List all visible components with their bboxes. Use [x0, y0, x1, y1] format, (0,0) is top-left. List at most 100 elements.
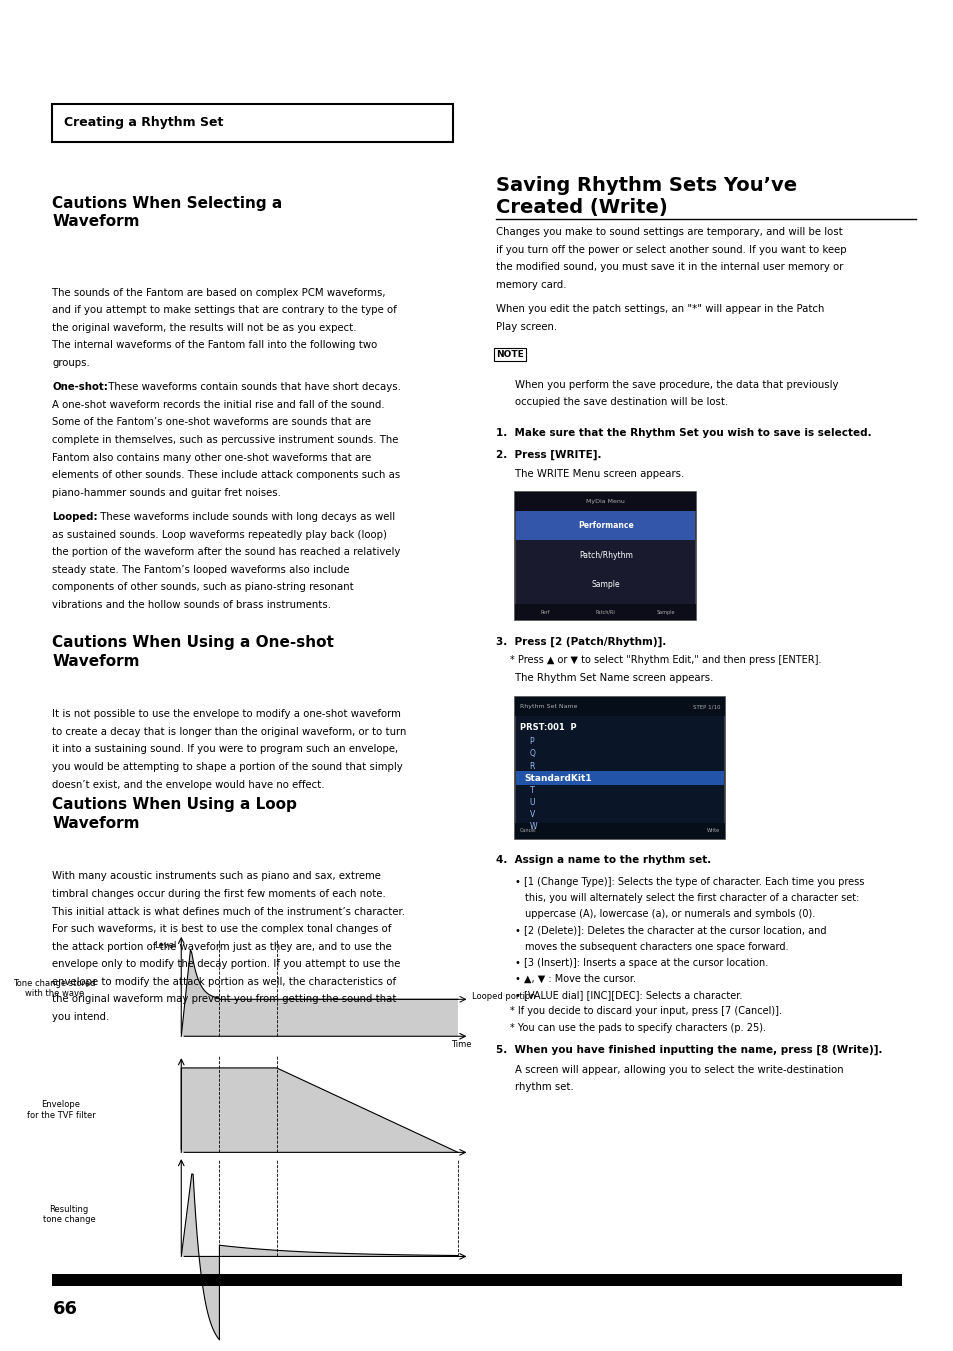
Text: 1.  Make sure that the Rhythm Set you wish to save is selected.: 1. Make sure that the Rhythm Set you wis… — [496, 428, 871, 438]
Text: Changes you make to sound settings are temporary, and will be lost: Changes you make to sound settings are t… — [496, 227, 841, 236]
Text: PRST:001  P: PRST:001 P — [519, 723, 576, 732]
Text: you intend.: you intend. — [52, 1012, 110, 1021]
Text: * You can use the pads to specify characters (p. 25).: * You can use the pads to specify charac… — [510, 1023, 765, 1032]
Text: R: R — [529, 762, 535, 770]
Text: Patch/Ri: Patch/Ri — [596, 609, 615, 615]
Text: Perf: Perf — [540, 609, 550, 615]
Bar — [515, 823, 724, 839]
Text: It is not possible to use the envelope to modify a one-shot waveform: It is not possible to use the envelope t… — [52, 709, 401, 719]
Text: Sample: Sample — [657, 609, 675, 615]
Polygon shape — [181, 1067, 457, 1152]
Text: the portion of the waveform after the sound has reached a relatively: the portion of the waveform after the so… — [52, 547, 400, 557]
Text: piano-hammer sounds and guitar fret noises.: piano-hammer sounds and guitar fret nois… — [52, 488, 281, 497]
Text: 66: 66 — [52, 1300, 77, 1317]
Text: occupied the save destination will be lost.: occupied the save destination will be lo… — [515, 397, 728, 407]
Text: the attack portion of the waveform just as they are, and to use the: the attack portion of the waveform just … — [52, 942, 392, 951]
Bar — [516, 511, 695, 540]
Text: Looped portion: Looped portion — [472, 992, 536, 1001]
Text: envelope only to modify the decay portion. If you attempt to use the: envelope only to modify the decay portio… — [52, 959, 400, 969]
Text: components of other sounds, such as piano-string resonant: components of other sounds, such as pian… — [52, 582, 354, 592]
Text: uppercase (A), lowercase (a), or numerals and symbols (0).: uppercase (A), lowercase (a), or numeral… — [524, 909, 814, 919]
Text: When you edit the patch settings, an "*" will appear in the Patch: When you edit the patch settings, an "*"… — [496, 304, 823, 313]
Text: * Press ▲ or ▼ to select "Rhythm Edit," and then press [ENTER].: * Press ▲ or ▼ to select "Rhythm Edit," … — [510, 655, 821, 665]
Text: MyDia Menu: MyDia Menu — [586, 499, 624, 504]
Bar — [515, 697, 724, 716]
Text: this, you will alternately select the first character of a character set:: this, you will alternately select the fi… — [524, 893, 858, 902]
Text: The sounds of the Fantom are based on complex PCM waveforms,: The sounds of the Fantom are based on co… — [52, 288, 386, 297]
Text: the original waveform may prevent you from getting the sound that: the original waveform may prevent you fr… — [52, 994, 396, 1004]
Text: • [3 (Insert)]: Inserts a space at the cursor location.: • [3 (Insert)]: Inserts a space at the c… — [515, 958, 767, 967]
Bar — [515, 604, 696, 620]
Text: • [VALUE dial] [INC][DEC]: Selects a character.: • [VALUE dial] [INC][DEC]: Selects a cha… — [515, 990, 741, 1000]
Text: The Rhythm Set Name screen appears.: The Rhythm Set Name screen appears. — [515, 673, 713, 682]
Text: complete in themselves, such as percussive instrument sounds. The: complete in themselves, such as percussi… — [52, 435, 398, 444]
Text: T: T — [529, 786, 534, 794]
Text: to create a decay that is longer than the original waveform, or to turn: to create a decay that is longer than th… — [52, 727, 406, 736]
Text: For such waveforms, it is best to use the complex tonal changes of: For such waveforms, it is best to use th… — [52, 924, 392, 934]
Bar — [516, 771, 723, 785]
Text: With many acoustic instruments such as piano and sax, extreme: With many acoustic instruments such as p… — [52, 871, 381, 881]
Text: rhythm set.: rhythm set. — [515, 1082, 574, 1092]
Polygon shape — [181, 1174, 457, 1340]
Bar — [515, 492, 696, 620]
Text: Q: Q — [529, 750, 535, 758]
Text: Level: Level — [154, 942, 176, 950]
Text: Rhythm Set Name: Rhythm Set Name — [519, 704, 577, 709]
Text: Write: Write — [706, 828, 720, 834]
Text: 2.  Press [WRITE].: 2. Press [WRITE]. — [496, 450, 601, 461]
Text: Saving Rhythm Sets You’ve
Created (Write): Saving Rhythm Sets You’ve Created (Write… — [496, 176, 797, 218]
Text: • [1 (Change Type)]: Selects the type of character. Each time you press: • [1 (Change Type)]: Selects the type of… — [515, 877, 863, 886]
Text: 4.  Assign a name to the rhythm set.: 4. Assign a name to the rhythm set. — [496, 855, 711, 865]
Text: U: U — [529, 798, 535, 807]
Text: When you perform the save procedure, the data that previously: When you perform the save procedure, the… — [515, 380, 838, 389]
Text: you would be attempting to shape a portion of the sound that simply: you would be attempting to shape a porti… — [52, 762, 403, 771]
Text: moves the subsequent characters one space forward.: moves the subsequent characters one spac… — [524, 942, 787, 951]
Bar — [52, 1274, 901, 1286]
Text: These waveforms contain sounds that have short decays.: These waveforms contain sounds that have… — [105, 382, 400, 392]
Text: The WRITE Menu screen appears.: The WRITE Menu screen appears. — [515, 469, 683, 478]
Text: Cautions When Selecting a
Waveform: Cautions When Selecting a Waveform — [52, 196, 282, 230]
Text: * If you decide to discard your input, press [7 (Cancel)].: * If you decide to discard your input, p… — [510, 1006, 781, 1016]
Text: Envelope
for the TVF filter: Envelope for the TVF filter — [27, 1101, 95, 1120]
Text: Looped:: Looped: — [52, 512, 98, 521]
Text: NOTE: NOTE — [496, 350, 523, 359]
Text: elements of other sounds. These include attack components such as: elements of other sounds. These include … — [52, 470, 400, 480]
Text: if you turn off the power or select another sound. If you want to keep: if you turn off the power or select anot… — [496, 245, 846, 254]
Text: 3.  Press [2 (Patch/Rhythm)].: 3. Press [2 (Patch/Rhythm)]. — [496, 636, 666, 647]
Text: the original waveform, the results will not be as you expect.: the original waveform, the results will … — [52, 323, 356, 332]
Text: Fantom also contains many other one-shot waveforms that are: Fantom also contains many other one-shot… — [52, 453, 372, 462]
Text: Creating a Rhythm Set: Creating a Rhythm Set — [64, 116, 223, 130]
Text: The internal waveforms of the Fantom fall into the following two: The internal waveforms of the Fantom fal… — [52, 340, 377, 350]
Text: A screen will appear, allowing you to select the write-destination: A screen will appear, allowing you to se… — [515, 1065, 842, 1074]
Text: StandardKit1: StandardKit1 — [524, 774, 592, 782]
Text: the modified sound, you must save it in the internal user memory or: the modified sound, you must save it in … — [496, 262, 842, 272]
Text: • [2 (Delete)]: Deletes the character at the cursor location, and: • [2 (Delete)]: Deletes the character at… — [515, 925, 826, 935]
Text: Some of the Fantom’s one-shot waveforms are sounds that are: Some of the Fantom’s one-shot waveforms … — [52, 417, 372, 427]
Text: steady state. The Fantom’s looped waveforms also include: steady state. The Fantom’s looped wavefo… — [52, 565, 350, 574]
Text: A one-shot waveform records the initial rise and fall of the sound.: A one-shot waveform records the initial … — [52, 400, 385, 409]
Text: Cancel: Cancel — [519, 828, 536, 834]
Text: 5.  When you have finished inputting the name, press [8 (Write)].: 5. When you have finished inputting the … — [496, 1044, 882, 1055]
Text: Cautions When Using a One-shot
Waveform: Cautions When Using a One-shot Waveform — [52, 635, 334, 669]
Text: Tone change stored
with the wave: Tone change stored with the wave — [13, 979, 95, 998]
Bar — [515, 492, 696, 511]
Polygon shape — [181, 950, 457, 1036]
Text: doesn’t exist, and the envelope would have no effect.: doesn’t exist, and the envelope would ha… — [52, 780, 325, 789]
Text: Patch/Rhythm: Patch/Rhythm — [578, 551, 632, 559]
Text: P: P — [529, 738, 534, 746]
Text: Play screen.: Play screen. — [496, 322, 557, 331]
Text: Sample: Sample — [591, 581, 619, 589]
Text: These waveforms include sounds with long decays as well: These waveforms include sounds with long… — [97, 512, 395, 521]
Text: STEP 1/10: STEP 1/10 — [692, 704, 720, 709]
Text: groups.: groups. — [52, 358, 91, 367]
Text: One-shot:: One-shot: — [52, 382, 109, 392]
Text: This initial attack is what defines much of the instrument’s character.: This initial attack is what defines much… — [52, 907, 405, 916]
Text: Resulting
tone change: Resulting tone change — [43, 1205, 95, 1224]
Text: envelope to modify the attack portion as well, the characteristics of: envelope to modify the attack portion as… — [52, 977, 396, 986]
Text: it into a sustaining sound. If you were to program such an envelope,: it into a sustaining sound. If you were … — [52, 744, 398, 754]
Text: Cautions When Using a Loop
Waveform: Cautions When Using a Loop Waveform — [52, 797, 297, 831]
Bar — [515, 697, 724, 839]
Text: vibrations and the hollow sounds of brass instruments.: vibrations and the hollow sounds of bras… — [52, 600, 331, 609]
Text: as sustained sounds. Loop waveforms repeatedly play back (loop): as sustained sounds. Loop waveforms repe… — [52, 530, 387, 539]
Text: • ▲, ▼ : Move the cursor.: • ▲, ▼ : Move the cursor. — [515, 974, 636, 984]
